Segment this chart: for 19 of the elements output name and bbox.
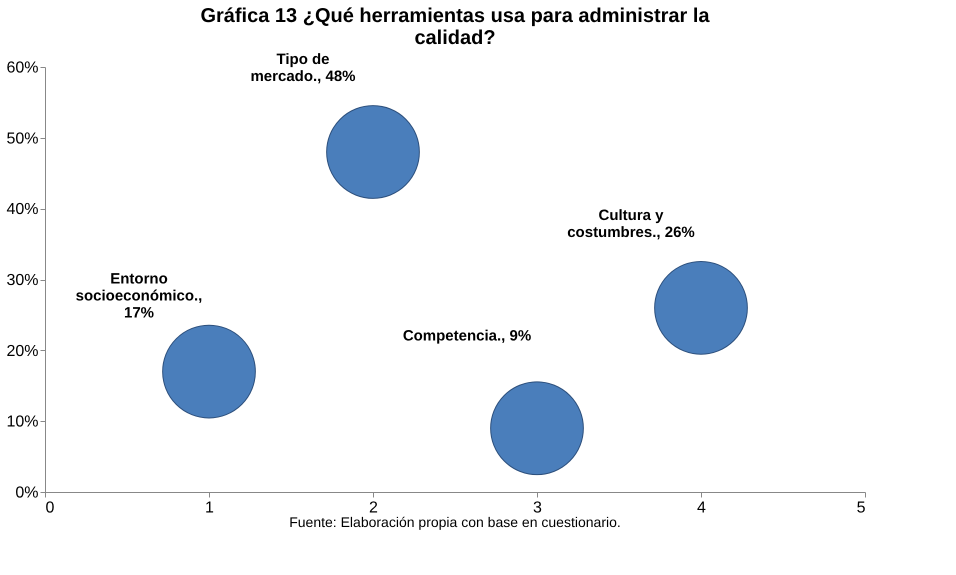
y-tick-label: 10% <box>6 414 38 431</box>
source-note: Fuente: Elaboración propia con base en cuestionario. <box>289 514 621 530</box>
y-tick-label: 0% <box>15 484 38 502</box>
x-tick-label: 2 <box>369 500 378 516</box>
y-tick-label: 20% <box>6 342 38 360</box>
data-label: Entorno socioeconómico., 17% <box>76 270 202 322</box>
data-label: Tipo de mercado., 48% <box>250 51 356 85</box>
data-label: Cultura y costumbres., 26% <box>567 206 695 241</box>
y-tick-label: 50% <box>6 130 38 148</box>
x-tick-label: 1 <box>205 500 214 516</box>
y-tick-label: 40% <box>6 201 38 218</box>
x-tick-label: 5 <box>856 500 866 516</box>
y-tick-label: 60% <box>6 60 38 76</box>
x-tick-label: 3 <box>533 500 542 516</box>
y-tick-label: 30% <box>6 272 38 289</box>
chart-title: Gráfica 13 ¿Qué herramientas usa para administrar la calidad? <box>200 5 710 49</box>
data-label: Competencia., 9% <box>402 327 532 344</box>
x-tick-label: 4 <box>697 500 706 516</box>
x-tick-label: 0 <box>46 500 54 516</box>
